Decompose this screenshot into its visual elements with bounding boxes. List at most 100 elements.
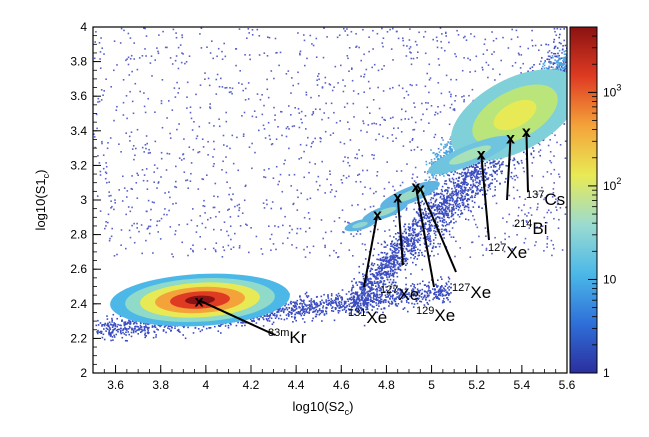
scatter-dot — [409, 243, 411, 245]
scatter-dot — [337, 301, 340, 304]
scatter-dot — [448, 205, 450, 207]
scatter-dot — [350, 30, 353, 33]
scatter-dot — [397, 263, 400, 266]
scatter-dot — [414, 252, 417, 255]
scatter-dot — [357, 294, 359, 297]
scatter-dot — [439, 286, 442, 288]
scatter-dot — [536, 226, 538, 228]
scatter-dot — [342, 304, 344, 307]
scatter-dot — [366, 131, 368, 133]
scatter-dot — [373, 293, 375, 295]
scatter-dot — [291, 77, 293, 79]
scatter-dot — [136, 68, 139, 71]
scatter-dot — [359, 233, 362, 235]
scatter-dot — [436, 40, 439, 42]
scatter-dot — [388, 294, 391, 296]
scatter-dot — [276, 314, 278, 316]
scatter-dot — [96, 195, 99, 197]
scatter-dot — [401, 108, 403, 111]
scatter-dot — [400, 118, 403, 121]
scatter-dot — [475, 55, 478, 58]
scatter-dot — [160, 176, 162, 178]
scatter-dot — [467, 189, 469, 191]
scatter-dot — [361, 154, 364, 157]
scatter-dot — [331, 306, 334, 308]
scatter-dot — [338, 34, 341, 36]
scatter-dot — [376, 281, 379, 283]
scatter-dot — [196, 135, 199, 137]
scatter-dot — [436, 208, 438, 210]
scatter-dot — [448, 91, 451, 93]
scatter-dot — [241, 83, 243, 85]
scatter-dot — [558, 218, 560, 221]
scatter-dot — [474, 171, 476, 174]
scatter-dot — [425, 214, 427, 216]
scatter-dot — [333, 249, 335, 252]
scatter-dot — [254, 151, 256, 154]
scatter-dot — [487, 177, 490, 179]
scatter-dot — [436, 210, 439, 212]
scatter-dot — [351, 280, 353, 283]
scatter-dot — [438, 212, 440, 215]
scatter-dot — [157, 182, 160, 184]
scatter-dot — [496, 162, 499, 165]
scatter-dot — [372, 99, 375, 101]
scatter-dot — [168, 191, 170, 193]
scatter-dot — [411, 234, 414, 237]
scatter-dot — [268, 36, 271, 39]
scatter-dot — [435, 291, 438, 293]
scatter-dot — [379, 288, 382, 290]
scatter-dot — [452, 204, 454, 206]
scatter-dot — [414, 106, 416, 108]
scatter-dot — [413, 242, 416, 244]
scatter-dot — [207, 218, 209, 221]
scatter-dot — [434, 219, 437, 222]
scatter-dot — [412, 219, 415, 222]
scatter-dot — [403, 296, 406, 298]
scatter-dot — [248, 146, 251, 148]
scatter-dot — [345, 293, 348, 295]
scatter-dot — [396, 240, 399, 242]
scatter-dot — [127, 32, 130, 35]
scatter-dot — [383, 246, 386, 248]
scatter-dot — [439, 196, 442, 199]
scatter-dot — [494, 178, 496, 180]
scatter-dot — [320, 310, 322, 312]
scatter-dot — [315, 302, 318, 304]
scatter-dot — [372, 48, 374, 50]
scatter-dot — [438, 245, 441, 248]
scatter-dot — [359, 307, 362, 309]
scatter-dot — [440, 209, 442, 211]
scatter-dot — [429, 229, 432, 231]
scatter-dot — [548, 58, 551, 61]
scatter-dot — [405, 55, 408, 57]
scatter-dot — [438, 228, 441, 231]
scatter-dot — [110, 194, 112, 197]
scatter-dot — [431, 205, 433, 207]
scatter-dot — [286, 237, 289, 239]
scatter-dot — [275, 165, 278, 168]
scatter-dot — [418, 254, 420, 257]
scatter-dot — [426, 234, 429, 236]
scatter-dot — [449, 193, 451, 196]
scatter-dot — [310, 303, 313, 306]
scatter-dot — [445, 212, 448, 215]
scatter-dot — [108, 191, 110, 193]
scatter-dot — [454, 171, 456, 173]
scatter-dot — [180, 159, 183, 161]
scatter-dot — [522, 62, 524, 65]
scatter-dot — [427, 102, 429, 104]
scatter-dot — [365, 306, 367, 308]
scatter-dot — [317, 310, 319, 312]
scatter-dot — [112, 324, 115, 327]
scatter-dot — [107, 325, 109, 327]
scatter-dot — [405, 238, 407, 240]
scatter-dot — [561, 48, 564, 51]
scatter-dot — [444, 180, 446, 182]
scatter-dot — [386, 278, 389, 281]
scatter-dot — [389, 87, 391, 90]
scatter-dot — [169, 132, 171, 135]
scatter-dot — [199, 236, 201, 238]
scatter-dot — [321, 118, 323, 121]
scatter-dot — [298, 126, 301, 129]
